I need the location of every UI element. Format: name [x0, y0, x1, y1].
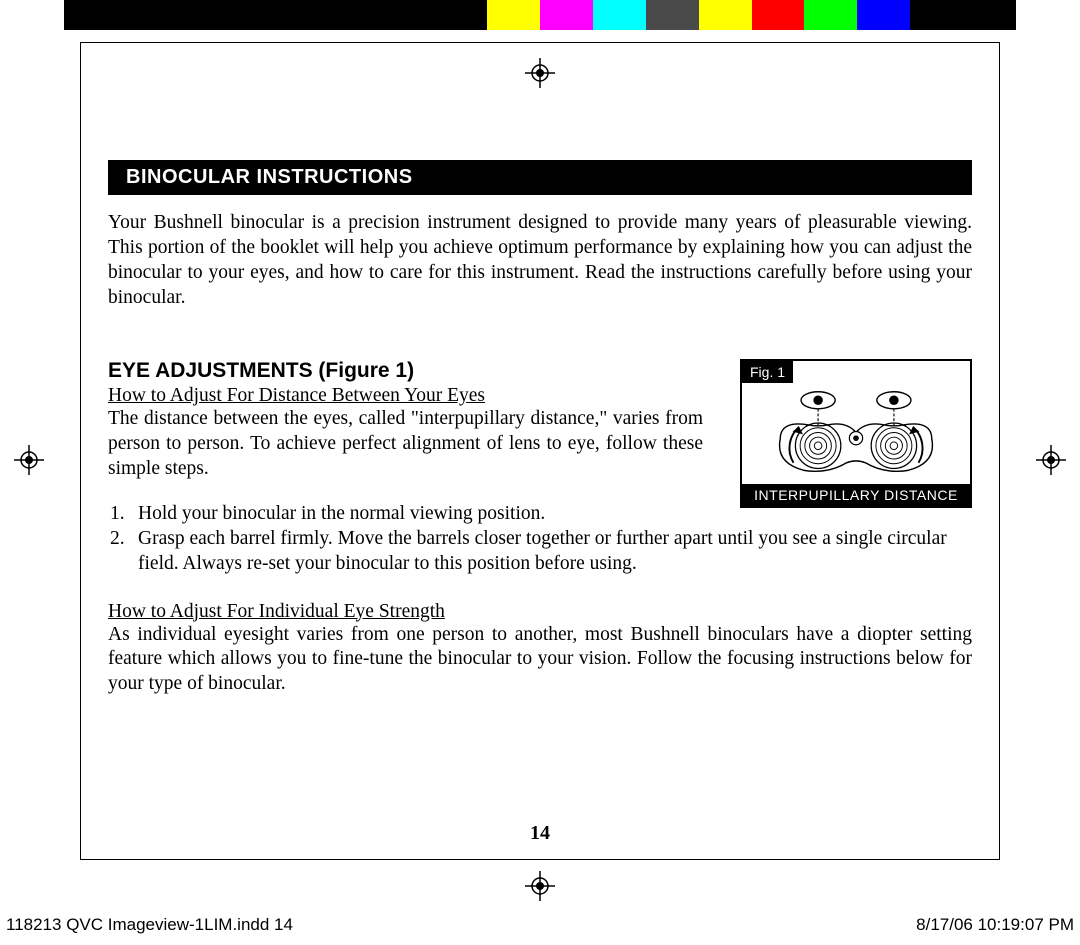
color-swatch: [593, 0, 646, 30]
figure-1: Fig. 1: [740, 359, 972, 508]
color-swatch: [434, 0, 487, 30]
color-swatch: [117, 0, 170, 30]
color-swatch: [487, 0, 540, 30]
color-swatch: [540, 0, 593, 30]
figure-caption: INTERPUPILLARY DISTANCE: [742, 484, 970, 506]
step-text: Hold your binocular in the normal viewin…: [138, 502, 545, 527]
page-content: BINOCULAR INSTRUCTIONS Your Bushnell bin…: [108, 160, 972, 697]
color-swatch: [276, 0, 329, 30]
intro-paragraph: Your Bushnell binocular is a precision i…: [108, 211, 972, 311]
footer-filename: 118213 QVC Imageview-1LIM.indd 14: [6, 915, 293, 935]
figure-label: Fig. 1: [742, 361, 793, 383]
color-swatch: [646, 0, 699, 30]
section-title-bar: BINOCULAR INSTRUCTIONS: [108, 160, 972, 195]
page-number: 14: [0, 822, 1080, 845]
registration-mark-icon: [14, 445, 44, 475]
binocular-diagram-icon: [742, 383, 970, 484]
color-swatch: [170, 0, 223, 30]
color-swatch: [699, 0, 752, 30]
distance-subheading: How to Adjust For Distance Between Your …: [108, 385, 703, 407]
eye-strength-body: As individual eyesight varies from one p…: [108, 623, 972, 698]
footer-timestamp: 8/17/06 10:19:07 PM: [916, 915, 1074, 935]
color-calibration-strip: [64, 0, 1016, 30]
steps-list: 1. Hold your binocular in the normal vie…: [108, 502, 972, 577]
color-swatch: [804, 0, 857, 30]
eye-strength-section: How to Adjust For Individual Eye Strengt…: [108, 601, 972, 698]
step-number: 2.: [108, 527, 138, 577]
color-swatch: [752, 0, 805, 30]
color-swatch: [963, 0, 1016, 30]
eye-adjustments-heading: EYE ADJUSTMENTS (Figure 1): [108, 359, 703, 383]
color-swatch: [910, 0, 963, 30]
color-swatch: [223, 0, 276, 30]
eye-strength-subheading: How to Adjust For Individual Eye Strengt…: [108, 601, 972, 623]
color-swatch: [328, 0, 381, 30]
distance-body: The distance between the eyes, called "i…: [108, 407, 703, 482]
color-swatch: [64, 0, 117, 30]
color-swatch: [381, 0, 434, 30]
registration-mark-icon: [1036, 445, 1066, 475]
eye-adjustments-section: EYE ADJUSTMENTS (Figure 1) How to Adjust…: [108, 359, 972, 698]
step-text: Grasp each barrel firmly. Move the barre…: [138, 527, 972, 577]
color-swatch: [857, 0, 910, 30]
list-item: 2. Grasp each barrel firmly. Move the ba…: [108, 527, 972, 577]
registration-mark-icon: [525, 871, 555, 901]
step-number: 1.: [108, 502, 138, 527]
